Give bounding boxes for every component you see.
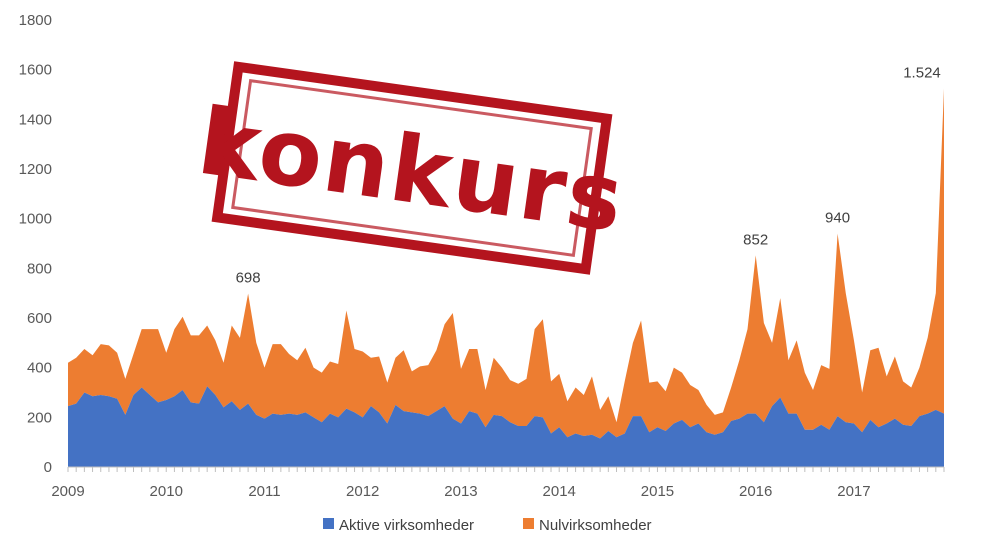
konkurs-stamp: konkurs [192,61,631,275]
y-tick-label: 1000 [19,211,52,228]
y-tick-label: 0 [44,459,52,476]
y-tick-label: 1200 [19,161,52,178]
y-tick-label: 200 [27,409,52,426]
x-tick-label: 2010 [150,483,183,500]
x-tick-label: 2017 [837,483,870,500]
y-tick-label: 1400 [19,111,52,128]
x-tick-label: 2009 [51,483,84,500]
peak-data-label: 1.524 [903,65,941,82]
area-series-aktive-virksomheder [68,386,944,467]
peak-data-label: 940 [825,210,850,227]
x-tick-label: 2013 [444,483,477,500]
y-axis: 0 200 400 600 800 1000 1200 1400 1600 1800 [19,12,52,476]
x-tick-label: 2016 [739,483,772,500]
x-tick-label: 2015 [641,483,674,500]
y-tick-label: 600 [27,310,52,327]
legend-label-zero: Nulvirksomheder [539,517,652,534]
legend-swatch-zero [523,518,534,529]
y-tick-label: 400 [27,360,52,377]
legend: Aktive virksomheder Nulvirksomheder [323,517,652,534]
legend-swatch-active [323,518,334,529]
x-tick-label: 2011 [248,483,280,500]
y-tick-label: 1800 [19,12,52,29]
peak-data-label: 852 [743,231,768,248]
legend-label-active: Aktive virksomheder [339,517,474,534]
y-tick-label: 800 [27,260,52,277]
x-tick-label: 2012 [346,483,379,500]
peak-labels: 698 852 940 1.524 [236,65,941,287]
stacked-areas [68,88,944,467]
x-tick-label: 2014 [543,483,576,500]
peak-data-label: 698 [236,270,261,287]
area-series-nulvirksomheder [68,88,944,439]
y-tick-label: 1600 [19,62,52,79]
x-axis: 2009 2010 2011 2012 2013 2014 2015 2016 2017 [51,466,945,500]
